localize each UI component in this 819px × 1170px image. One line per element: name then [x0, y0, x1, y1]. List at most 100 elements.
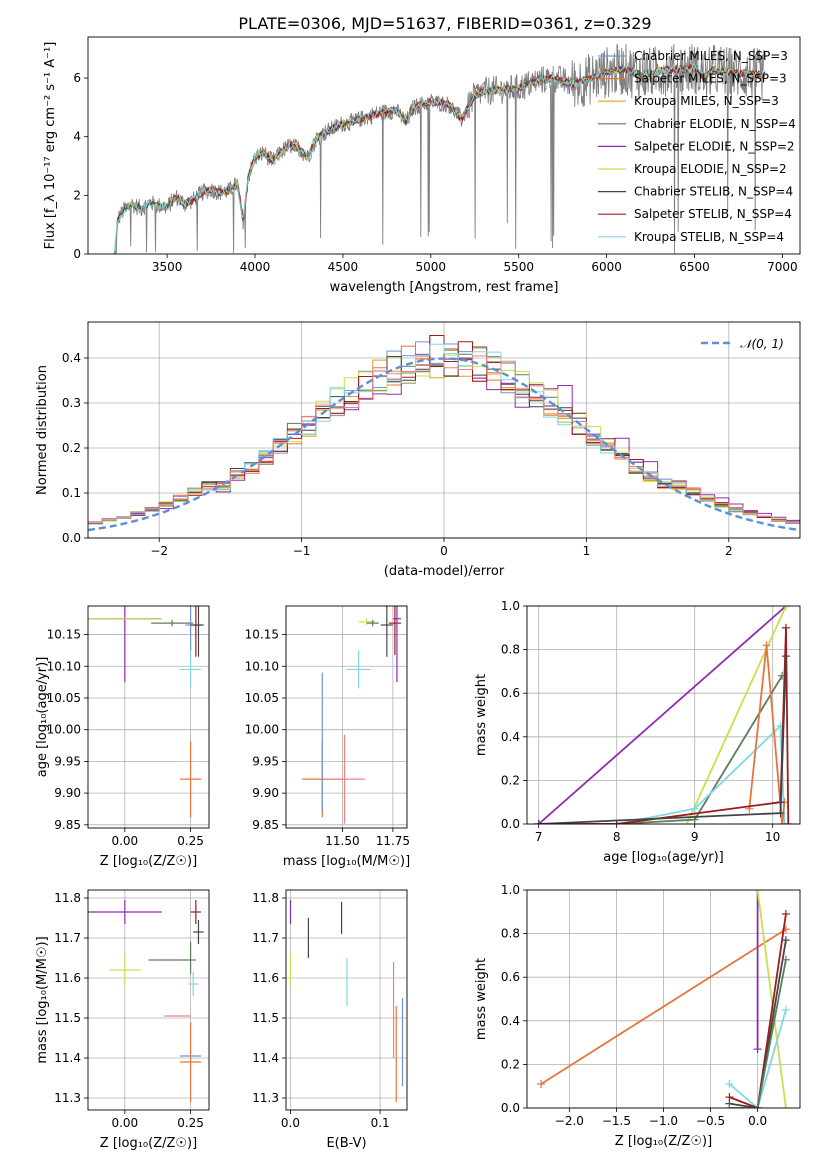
grid	[286, 890, 407, 1110]
plot-area	[113, 43, 766, 254]
weight-marker	[781, 909, 790, 918]
y-tick-label: 4	[73, 130, 81, 144]
y-tick-label: 0.0	[501, 817, 520, 831]
y-tick-label: 10.15	[47, 628, 81, 642]
x-tick-label: −2.0	[555, 1114, 584, 1128]
x-tick-label: 0.0	[281, 1116, 300, 1130]
y-tick-label: 0.3	[62, 396, 81, 410]
y-tick-label: 0.0	[501, 1101, 520, 1115]
x-tick-label: 1	[583, 544, 591, 558]
weight-marker	[781, 652, 790, 661]
weight-marker	[682, 820, 691, 824]
error-point-kroupa-stelib	[180, 650, 202, 689]
legend-label: Chabrier STELIB, N_SSP=4	[634, 185, 793, 199]
y-tick-label: 0.2	[501, 773, 520, 787]
axes-frame	[87, 889, 210, 1111]
y-tick-label: 11.3	[252, 1091, 279, 1105]
x-tick-label: −1.5	[602, 1114, 631, 1128]
y-tick-label: 0.8	[501, 927, 520, 941]
weight-line-chabrier-elodie	[729, 959, 787, 1108]
x-tick-label: 8	[613, 830, 621, 844]
y-tick-label: 0.2	[501, 1057, 520, 1071]
plot-area	[88, 606, 204, 818]
axes-frame	[87, 605, 210, 829]
x-tick-label: 0	[440, 544, 448, 558]
x-tick-label: 5000	[416, 260, 447, 274]
y-tick-label: 9.95	[54, 754, 81, 768]
ticks: 7 8 9 10 0.0 0.2 0.4 0.6 0.8 1.0	[501, 599, 780, 844]
x-tick-label: 0.25	[177, 834, 204, 848]
y-tick-label: 11.7	[54, 931, 81, 945]
plot-area	[88, 335, 800, 532]
error-point-chabrier-elodie	[366, 619, 379, 627]
panel-age-vs-z: 0.00 0.25 9.85 9.90 9.95 10.00 10.05 10.10 10.15…	[35, 605, 210, 869]
axes-frame	[285, 605, 408, 829]
panel-spectrum: 3500 4000 4500 5000 5500 6000 6500 7000 0 2 4 6 wave…	[43, 36, 801, 295]
histogram-chabrier-stelib	[88, 356, 800, 524]
y-axis-label: mass [log₁₀(M/M☉)]	[35, 936, 50, 1063]
y-axis-label: age [log₁₀(age/yr)]	[35, 657, 50, 778]
x-axis-label: Z [log₁₀(Z/Z☉)]	[100, 854, 197, 869]
y-tick-label: 0.0	[62, 531, 81, 545]
weight-marker	[753, 1104, 762, 1108]
x-tick-label: 9	[691, 830, 699, 844]
y-tick-label: 9.95	[252, 754, 279, 768]
x-tick-label: −1	[293, 544, 311, 558]
plot-area	[302, 606, 401, 824]
weight-line-kroupa-elodie	[756, 890, 787, 1108]
x-tick-label: 6000	[591, 260, 622, 274]
axes-frame	[526, 605, 801, 825]
error-point-extra-pink	[324, 734, 365, 824]
error-point-chabrier-stelib	[380, 606, 393, 657]
error-point-kroupa-stelib	[346, 650, 371, 689]
weight-marker	[781, 606, 790, 610]
y-tick-label: 11.5	[252, 1011, 279, 1025]
error-point-kroupa-elodie	[358, 618, 375, 626]
legend-label: Salpeter MILES, N_SSP=3	[634, 72, 787, 86]
x-tick-label: 3500	[152, 260, 183, 274]
y-tick-label: 10.05	[245, 691, 279, 705]
error-point-salpeter-elodie	[392, 606, 401, 683]
histogram-extra-pink	[88, 355, 800, 523]
weight-marker	[781, 1104, 790, 1108]
ticks: −2 −1 0 1 2 0.0 0.1 0.2 0.3 0.4	[62, 351, 733, 558]
y-tick-label: 2	[73, 188, 81, 202]
x-tick-label: 4000	[240, 260, 271, 274]
ticks: 0.00 0.25 9.85 9.90 9.95 10.00 10.05 10.10 10.15	[47, 628, 204, 848]
x-tick-label: 2	[725, 544, 733, 558]
ticks: 0.0 0.1 11.3 11.4 11.5 11.6 11.7 11.8	[252, 891, 389, 1130]
weight-marker	[780, 820, 789, 824]
y-tick-label: 0.4	[62, 351, 81, 365]
plot-area	[534, 606, 793, 824]
error-point-salpeter-stelib	[190, 900, 202, 924]
y-tick-label: 11.8	[54, 891, 81, 905]
weight-marker	[781, 623, 790, 632]
histogram-kroupa-stelib	[88, 343, 800, 524]
ticks: 3500 4000 4500 5000 5500 6000 6500 7000 0 2 4 6	[73, 71, 797, 274]
weight-marker	[753, 1045, 762, 1054]
y-tick-label: 11.6	[54, 971, 81, 985]
y-tick-label: 10.10	[47, 659, 81, 673]
axes-frame	[285, 889, 408, 1111]
panel-mass-vs-z: 0.00 0.25 11.3 11.4 11.5 11.6 11.7 11.8 Z [log₁₀…	[35, 889, 210, 1151]
legend: Chabrier MILES, N_SSP=3 Salpeter MILES, N…	[598, 49, 796, 244]
y-tick-label: 1.0	[501, 599, 520, 613]
legend-label: Chabrier ELODIE, N_SSP=4	[634, 117, 796, 131]
x-axis-label: age [log₁₀(age/yr)]	[603, 850, 724, 865]
gaussian-curve	[88, 357, 800, 532]
x-tick-label: 0.00	[111, 1116, 138, 1130]
weight-marker	[762, 641, 771, 650]
y-tick-label: 10.15	[245, 628, 279, 642]
y-tick-label: 9.85	[252, 818, 279, 832]
error-point-salpeter-miles	[180, 1022, 202, 1102]
x-tick-label: 0.25	[177, 1116, 204, 1130]
y-tick-label: 11.6	[252, 971, 279, 985]
plot-area	[289, 900, 404, 1102]
plot-area	[88, 900, 204, 1102]
y-tick-label: 9.90	[54, 786, 81, 800]
y-tick-label: 0.6	[501, 686, 520, 700]
x-tick-label: −1.0	[649, 1114, 678, 1128]
x-tick-label: 0.1	[371, 1116, 390, 1130]
